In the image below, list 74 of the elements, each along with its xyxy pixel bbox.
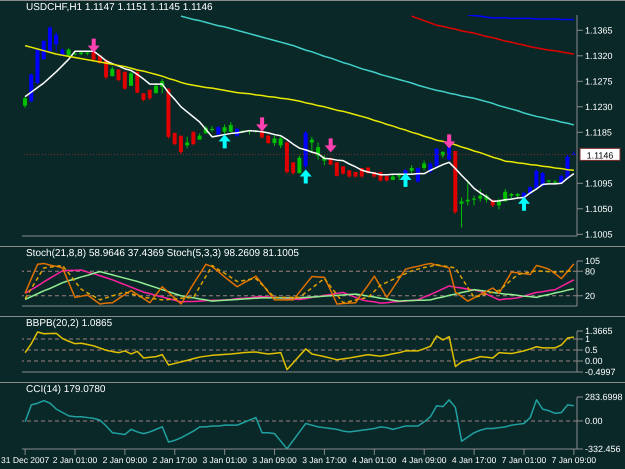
candlestick bbox=[122, 71, 127, 90]
y-tick-label: 80 bbox=[585, 266, 596, 276]
x-tick-label: 3 Jan 01:00 bbox=[202, 455, 248, 466]
x-tick-label: 31 Dec 2007 bbox=[1, 455, 50, 466]
candlestick bbox=[135, 71, 140, 94]
x-tick-label: 2 Jan 17:00 bbox=[152, 455, 198, 466]
y-tick-label: 0.5 bbox=[585, 345, 598, 356]
candlestick bbox=[172, 132, 177, 146]
chart-title: USDCHF,H1 1.1147 1.1151 1.1145 1.1146 bbox=[26, 2, 213, 13]
chart-title: Stoch(21,8,8) 58.9646 37.4369 Stoch(5,3,3) 98.2609 81.1005 bbox=[26, 248, 299, 259]
point bbox=[88, 38, 100, 53]
candlestick bbox=[42, 39, 46, 60]
candlestick bbox=[496, 198, 501, 210]
y-tick-label: 1.1230 bbox=[585, 102, 613, 112]
candlestick bbox=[291, 162, 296, 176]
y-tick-label: -0.4997 bbox=[585, 367, 616, 378]
chart-title: CCI(14) 179.0780 bbox=[26, 384, 106, 395]
y-tick-label: 1.1095 bbox=[585, 178, 613, 188]
y-tick-label: 1.3665 bbox=[585, 326, 613, 336]
point bbox=[218, 134, 231, 148]
line-series bbox=[410, 15, 575, 55]
candlestick bbox=[297, 155, 302, 174]
x-tick-label: 3 Jan 17:00 bbox=[302, 455, 347, 466]
line-series bbox=[24, 331, 575, 370]
y-tick-label: 1.1365 bbox=[585, 25, 613, 36]
candlestick bbox=[434, 148, 439, 168]
y-tick-label: 1.1320 bbox=[585, 50, 613, 61]
candlestick bbox=[310, 136, 314, 154]
candlestick bbox=[334, 162, 339, 177]
ref-line-label: 1.1146 bbox=[586, 150, 614, 160]
candlestick bbox=[178, 135, 183, 154]
candlestick bbox=[410, 164, 414, 176]
x-tick-label: 4 Jan 09:00 bbox=[402, 455, 447, 466]
candlestick bbox=[266, 134, 270, 145]
point bbox=[324, 138, 337, 152]
y-tick-label: 1.1275 bbox=[585, 76, 613, 86]
candlestick bbox=[447, 144, 452, 162]
line-series bbox=[180, 15, 575, 126]
y-tick-label: -332.456 bbox=[585, 444, 621, 454]
point bbox=[256, 117, 268, 132]
point bbox=[443, 134, 456, 148]
point bbox=[300, 170, 312, 184]
chart-title: BBPB(20,2) 1.0865 bbox=[26, 318, 112, 329]
point bbox=[400, 172, 412, 187]
candlestick bbox=[278, 136, 283, 149]
x-tick-label: 4 Jan 01:00 bbox=[352, 455, 397, 466]
y-tick-label: 1.1005 bbox=[585, 229, 613, 240]
candlestick bbox=[23, 96, 27, 108]
candlestick bbox=[534, 168, 538, 189]
x-tick-label: 2 Jan 09:00 bbox=[102, 455, 148, 466]
candlestick bbox=[466, 179, 470, 206]
y-tick-label: 1 bbox=[585, 334, 590, 344]
y-tick-label: 1.1185 bbox=[585, 127, 612, 138]
x-tick-label: 7 Jan 09:00 bbox=[552, 455, 596, 466]
x-tick-label: 7 Jan 01:00 bbox=[502, 455, 546, 466]
candlestick bbox=[54, 32, 58, 52]
candlestick bbox=[272, 135, 276, 146]
x-tick-label: 3 Jan 09:00 bbox=[252, 455, 298, 466]
y-tick-label: 105 bbox=[585, 256, 600, 266]
candlestick bbox=[191, 131, 196, 146]
candlestick bbox=[48, 26, 52, 53]
y-tick-label: 283.6998 bbox=[585, 392, 623, 402]
line-series bbox=[24, 399, 575, 449]
candlestick bbox=[185, 136, 190, 149]
candlestick bbox=[422, 160, 426, 171]
y-tick-label: 0.00 bbox=[585, 416, 603, 426]
y-tick-label: 0.00 bbox=[585, 356, 603, 366]
candlestick bbox=[222, 124, 227, 136]
y-tick-label: 1.1050 bbox=[585, 204, 613, 214]
y-tick-label: 20 bbox=[585, 290, 596, 301]
x-tick-label: 4 Jan 17:00 bbox=[452, 455, 497, 466]
x-tick-label: 2 Jan 01:00 bbox=[52, 455, 98, 466]
candlestick bbox=[129, 71, 134, 86]
point bbox=[518, 196, 530, 211]
